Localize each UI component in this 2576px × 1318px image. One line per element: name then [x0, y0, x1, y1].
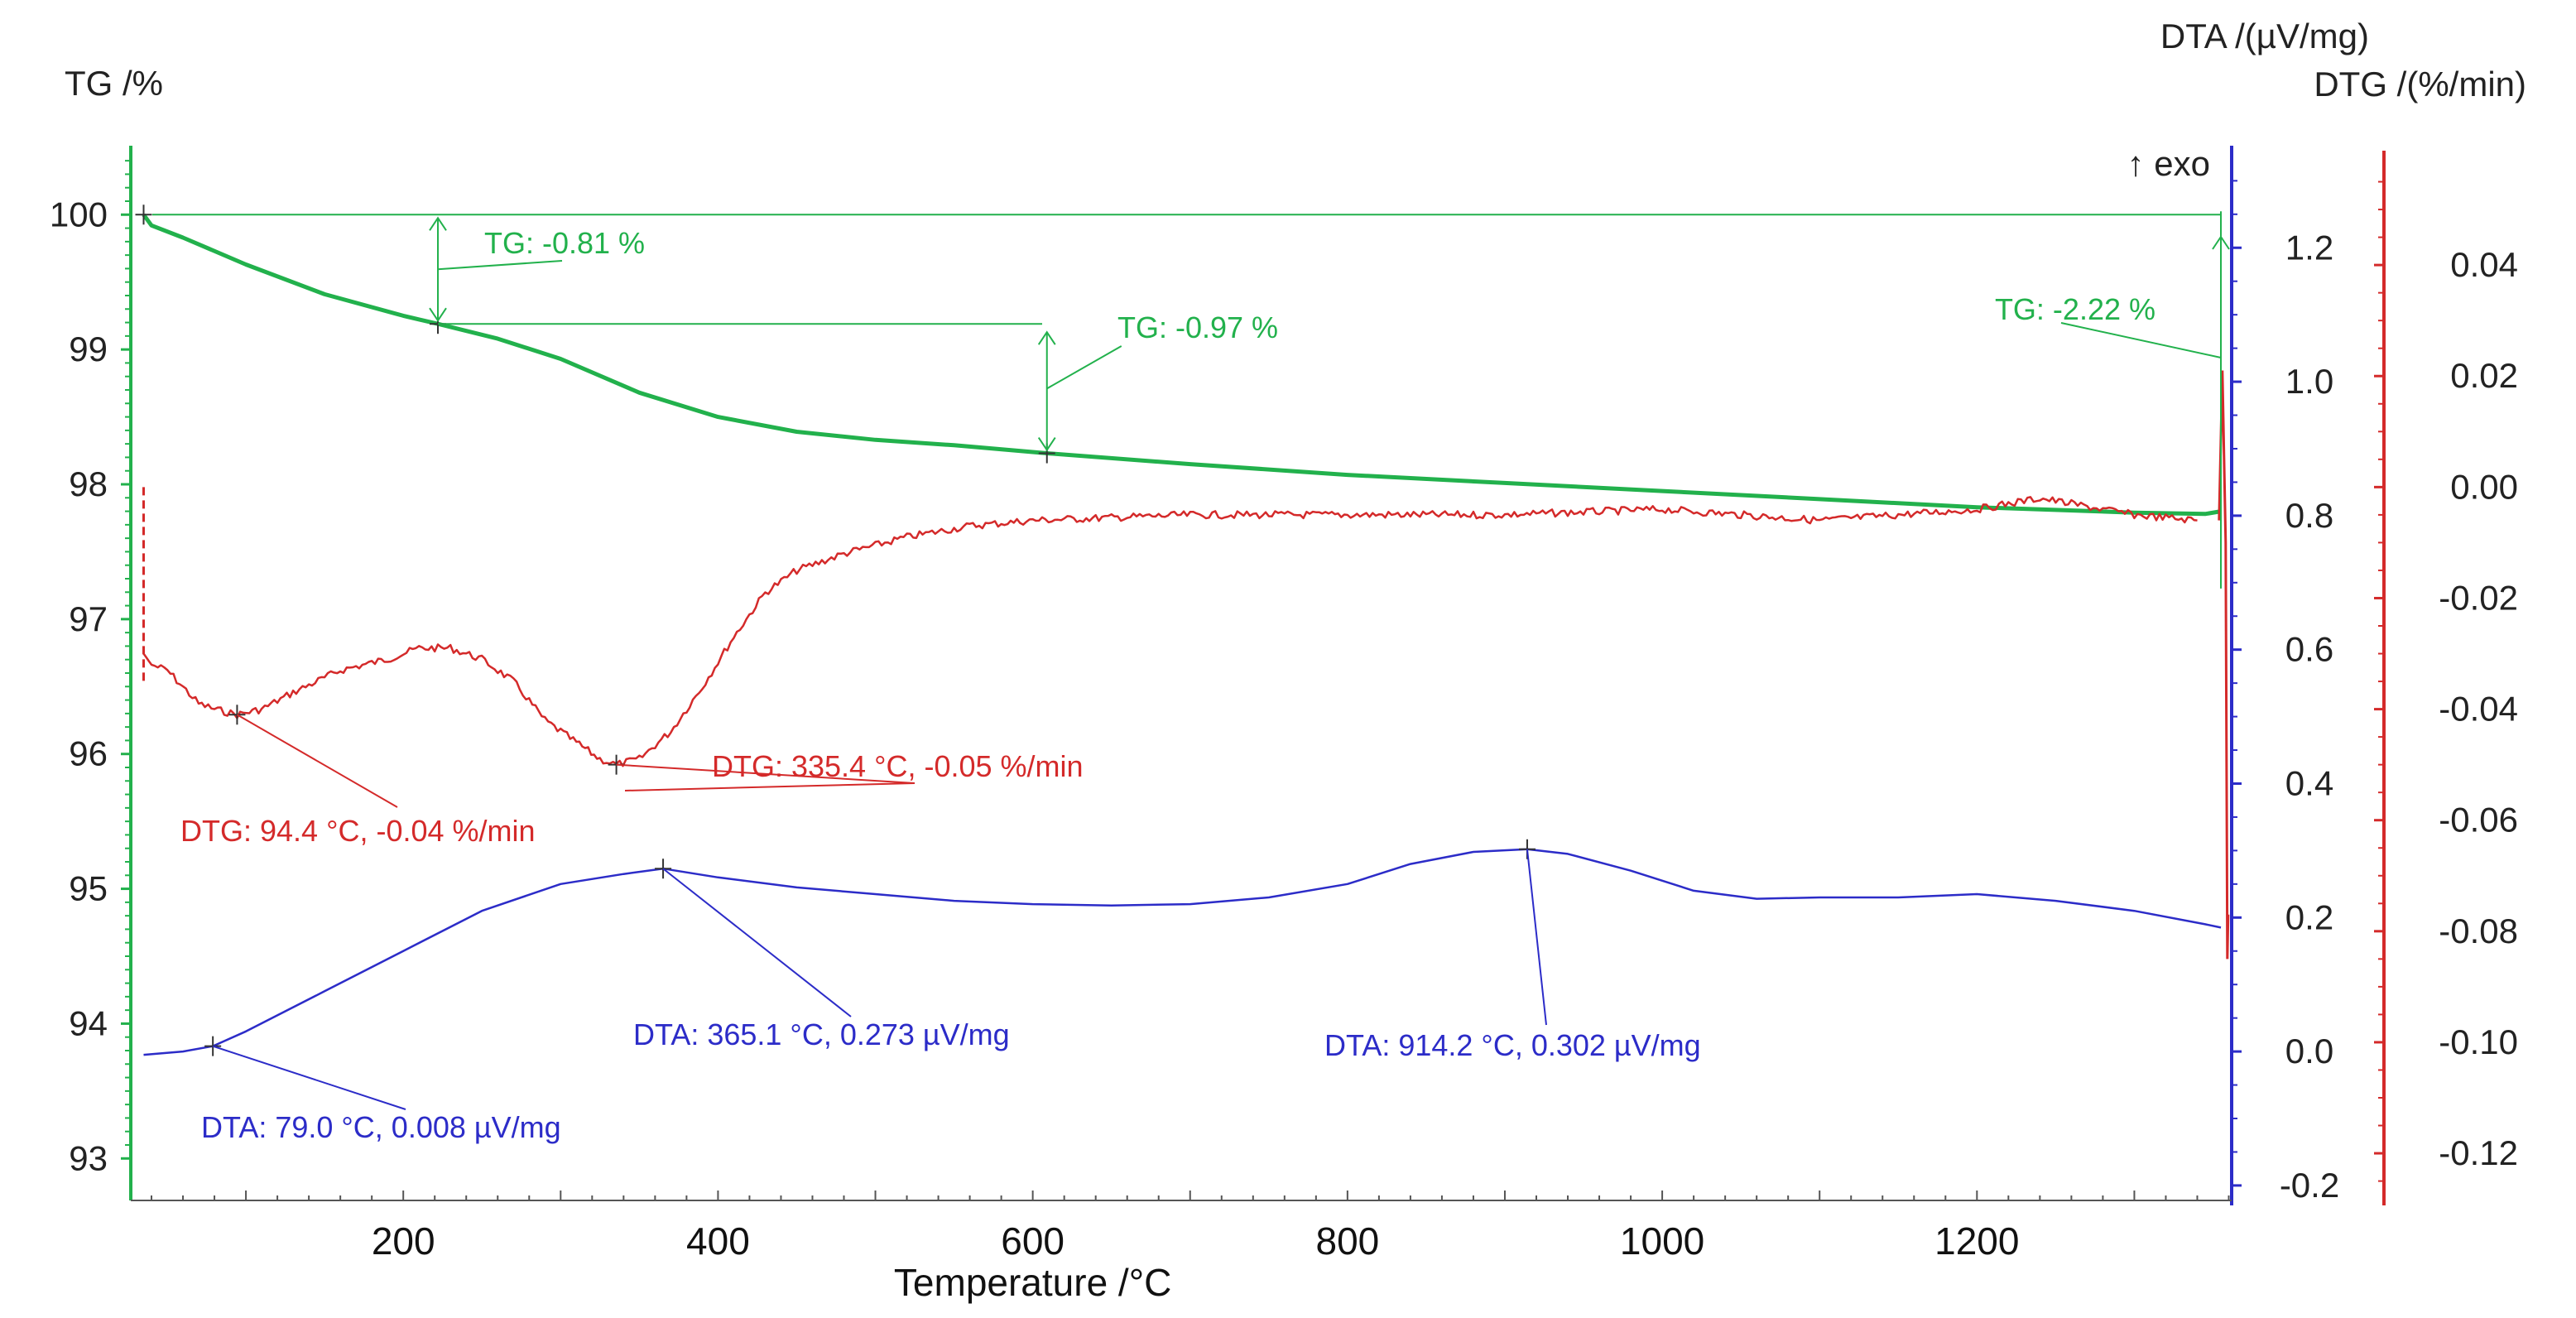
dta-tick-label: 0.6: [2285, 630, 2333, 669]
tg-step-arrow: [1037, 436, 1056, 452]
tg-tick-label: 95: [69, 869, 108, 908]
dta-tick-label: 0.0: [2285, 1032, 2333, 1070]
annotation-leader: [624, 782, 916, 791]
annotation-label: DTG: 94.4 °C, -0.04 %/min: [180, 814, 536, 848]
dtg-tick-label: -0.04: [2439, 690, 2518, 729]
dta-tick-label: 0.8: [2285, 496, 2333, 535]
dtg-tick-label: -0.06: [2439, 801, 2518, 839]
exo-direction-note: ↑ exo: [2127, 144, 2210, 183]
tg-step-leader: [437, 260, 563, 271]
dta-tick-label: 0.4: [2285, 763, 2333, 802]
tg-tick-label: 99: [69, 330, 108, 368]
dta-tick-label: -0.2: [2280, 1166, 2339, 1205]
dta-tick-label: 0.2: [2285, 897, 2333, 936]
x-axis-title: Temperature /°C: [894, 1261, 1171, 1304]
dtg-tick-label: -0.12: [2439, 1133, 2518, 1172]
annotation-leader: [662, 868, 852, 1017]
series-line-dtg: [142, 496, 2198, 767]
series-line-dta: [143, 848, 2222, 1056]
annotation-leader: [616, 763, 916, 784]
dtg-tick-label: -0.10: [2439, 1022, 2518, 1061]
tg-step-leader: [1046, 345, 1122, 390]
dtg-tick-label: -0.02: [2439, 578, 2518, 617]
annotation-label: TG: -2.22 %: [1995, 292, 2155, 326]
annotation-layer: TG: -0.81 % TG: -0.97 % TG: -2.22 % DTG: 94…: [135, 204, 2230, 1144]
x-tick-label: 800: [1315, 1219, 1379, 1263]
annotation-leader: [212, 1045, 406, 1110]
annotation-label: DTG: 335.4 °C, -0.05 %/min: [712, 749, 1084, 783]
tg-tick-label: 94: [69, 1003, 108, 1042]
tg-axis-title: TG /%: [65, 64, 163, 103]
tg-tick-label: 98: [69, 464, 108, 503]
dtg-tick-label: 0.00: [2450, 467, 2518, 506]
dta-axis-title: DTA /(µV/mg): [2160, 17, 2369, 55]
tg-step-arrow: [429, 307, 447, 323]
x-tick-label: 200: [372, 1219, 435, 1263]
series-line-tg: [142, 213, 2222, 517]
tg-step-arrow: [429, 216, 447, 231]
x-tick-label: 600: [1001, 1219, 1065, 1263]
dta-tick-label: 1.2: [2285, 228, 2333, 267]
x-tick-label: 1200: [1934, 1219, 2019, 1263]
axes-layer: 93 94 95 96 97 98 99 100 TG /% -0.2 0.0 0.2 0.4 0.6 0.…: [50, 17, 2526, 1304]
dtg-tick-label: -0.08: [2439, 912, 2518, 950]
tg-tick-label: 96: [69, 734, 108, 773]
annotation-leader: [236, 714, 398, 808]
dta-tick-label: 1.0: [2285, 362, 2333, 401]
tg-step-leader: [2060, 322, 2222, 358]
annotation-label: DTA: 914.2 °C, 0.302 µV/mg: [1324, 1028, 1701, 1062]
series-layer: [142, 213, 2230, 1056]
tg-tick-label: 93: [69, 1138, 108, 1177]
annotation-label: DTA: 79.0 °C, 0.008 µV/mg: [201, 1110, 561, 1144]
dtg-tick-label: 0.04: [2450, 245, 2518, 284]
tg-step-arrow: [2212, 235, 2230, 250]
annotation-leader: [1526, 849, 1547, 1026]
dtg-tick-label: 0.02: [2450, 356, 2518, 395]
annotation-label: DTA: 365.1 °C, 0.273 µV/mg: [633, 1017, 1010, 1051]
tg-tick-label: 100: [50, 195, 108, 233]
tg-tick-label: 97: [69, 599, 108, 638]
dtg-axis-title: DTG /(%/min): [2314, 65, 2526, 103]
tg-step-arrow: [1037, 330, 1056, 345]
annotation-label: TG: -0.81 %: [484, 226, 645, 260]
annotation-label: TG: -0.97 %: [1117, 310, 1278, 344]
x-tick-label: 1000: [1620, 1219, 1704, 1263]
x-tick-label: 400: [686, 1219, 750, 1263]
